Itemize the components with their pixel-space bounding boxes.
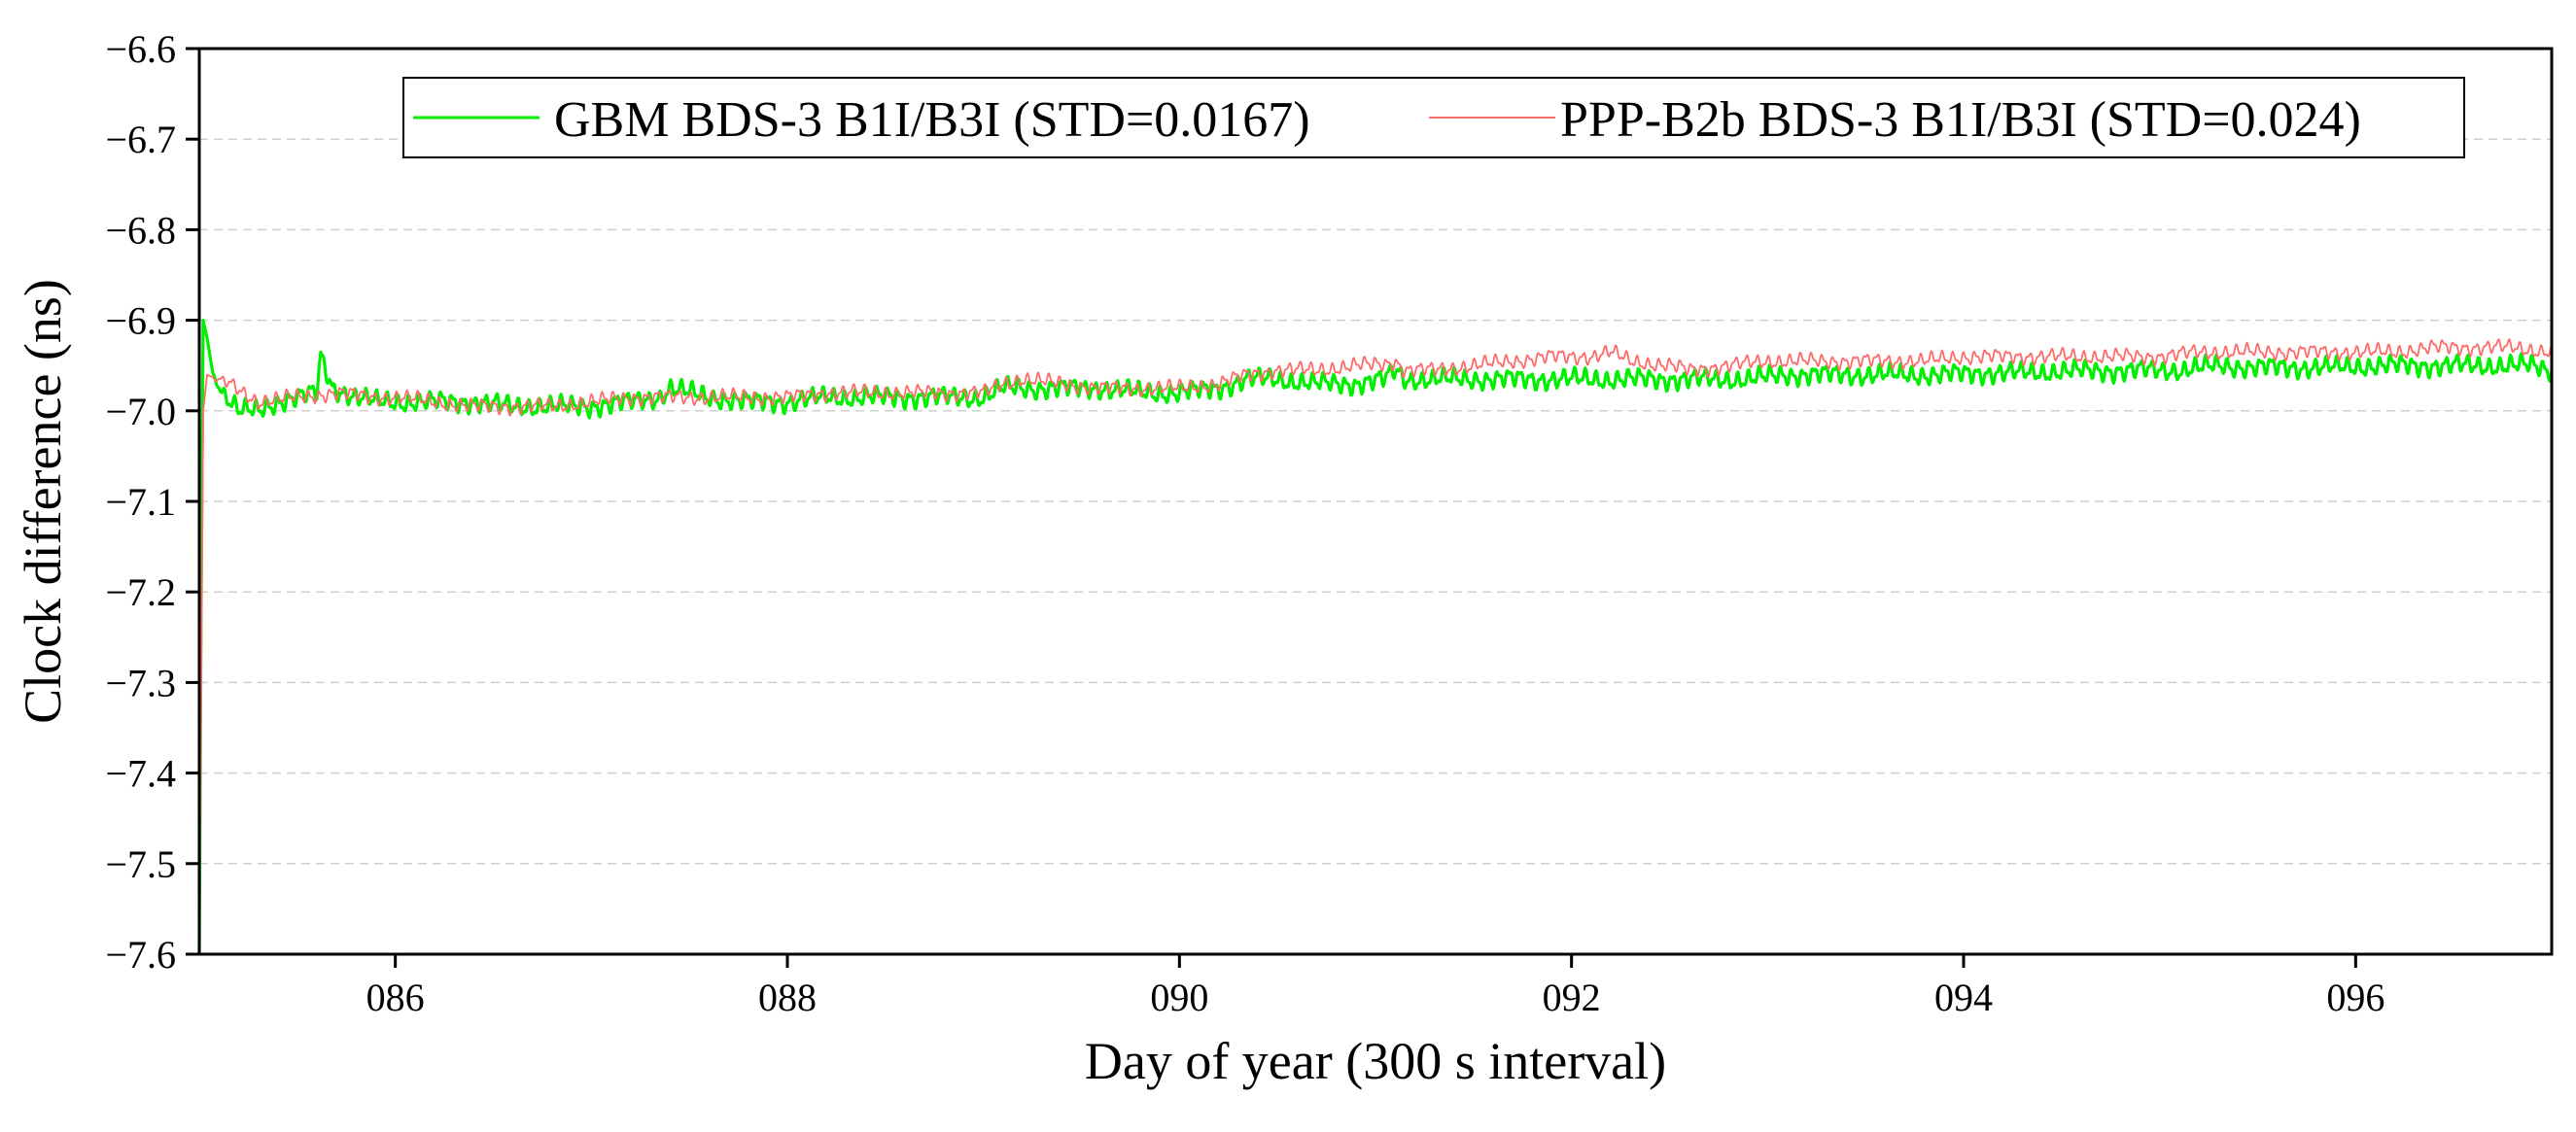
y-tick-label: −7.6 bbox=[105, 933, 176, 977]
y-tick-label: −7.4 bbox=[105, 752, 176, 796]
y-axis-label: Clock difference (ns) bbox=[14, 279, 72, 724]
x-tick-label: 092 bbox=[1543, 976, 1601, 1019]
y-tick-label: −7.3 bbox=[105, 661, 176, 704]
legend-label-ppp: PPP-B2b BDS-3 B1I/B3I (STD=0.024) bbox=[1560, 92, 2361, 148]
x-axis-label: Day of year (300 s interval) bbox=[1085, 1032, 1666, 1090]
x-tick-label: 088 bbox=[758, 976, 817, 1019]
series-layer bbox=[197, 319, 2554, 955]
x-tick-label: 086 bbox=[366, 976, 425, 1019]
y-tick-label: −6.8 bbox=[105, 208, 176, 252]
y-tick-label: −6.6 bbox=[105, 27, 176, 71]
tick-layer: −7.6 −7.5 −7.4 −7.3 −7.2 −7.1 −7.0 −6.9 −6.8 −6.7… bbox=[105, 27, 2385, 1019]
x-tick-label: 094 bbox=[1934, 976, 1993, 1019]
y-tick-label: −7.2 bbox=[105, 570, 176, 614]
series-line-gbm bbox=[197, 319, 2554, 955]
y-tick-label: −6.7 bbox=[105, 118, 176, 161]
legend: GBM BDS-3 B1I/B3I (STD=0.0167) PPP-B2b B… bbox=[402, 77, 2465, 158]
x-tick-label: 096 bbox=[2326, 976, 2385, 1019]
y-tick-label: −7.1 bbox=[105, 480, 176, 524]
y-tick-label: −7.5 bbox=[105, 842, 176, 886]
x-tick-label: 090 bbox=[1150, 976, 1208, 1019]
series-line-ppp-b2b bbox=[198, 338, 2553, 955]
y-tick-label: −6.9 bbox=[105, 299, 176, 343]
legend-label-gbm: GBM BDS-3 B1I/B3I (STD=0.0167) bbox=[554, 92, 1310, 148]
y-tick-label: −7.0 bbox=[105, 390, 176, 433]
